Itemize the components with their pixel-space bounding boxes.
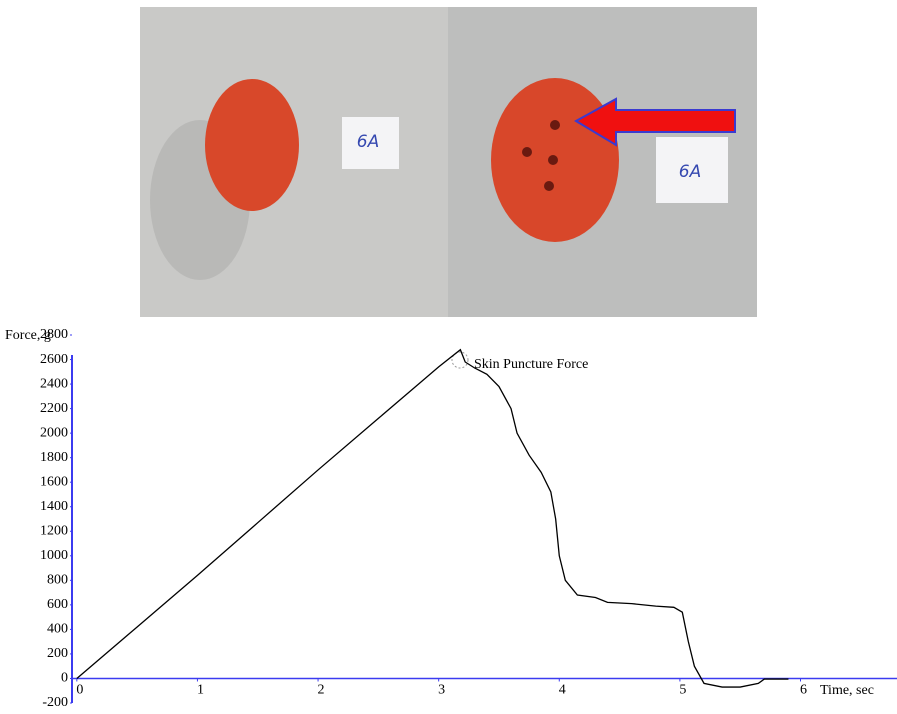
x-tick-label: 5	[679, 683, 686, 698]
x-tick-label: 1	[197, 683, 204, 698]
y-tick-label: 0	[61, 671, 68, 686]
tomato	[205, 79, 299, 211]
y-tick-label: -200	[42, 695, 68, 709]
x-tick-label: 2	[318, 683, 325, 698]
puncture	[548, 155, 558, 165]
puncture	[544, 181, 554, 191]
x-tick-label: 4	[559, 683, 566, 698]
y-tick-label: 2800	[40, 327, 68, 342]
y-tick-label: 200	[47, 646, 68, 661]
y-tick-label: 600	[47, 597, 68, 612]
y-tick-label: 2400	[40, 376, 68, 391]
annotation: Skin Puncture Force	[474, 357, 588, 372]
y-tick-label: 1600	[40, 474, 68, 489]
y-tick-label: 1200	[40, 523, 68, 538]
x-axis-label: Time, sec	[820, 683, 874, 698]
y-tick-label: 1000	[40, 548, 68, 563]
photo-label: 6A	[679, 162, 701, 182]
photo-label: 6A	[357, 132, 379, 152]
figure: 6A 6A Force, g Time, sec Skin Puncture F…	[0, 0, 897, 709]
photo: 6A 6A	[140, 7, 757, 317]
y-tick-label: 2200	[40, 401, 68, 416]
puncture	[550, 120, 560, 130]
y-tick-label: 400	[47, 622, 68, 637]
y-tick-label: 2600	[40, 352, 68, 367]
data-line	[77, 350, 789, 687]
y-tick-label: 2000	[40, 425, 68, 440]
y-tick-label: 800	[47, 573, 68, 588]
x-tick-label: 6	[800, 683, 807, 698]
puncture	[522, 147, 532, 157]
x-tick-label: 3	[438, 683, 445, 698]
y-tick-label: 1800	[40, 450, 68, 465]
x-tick-label: 0	[76, 683, 83, 698]
y-tick-label: 1400	[40, 499, 68, 514]
